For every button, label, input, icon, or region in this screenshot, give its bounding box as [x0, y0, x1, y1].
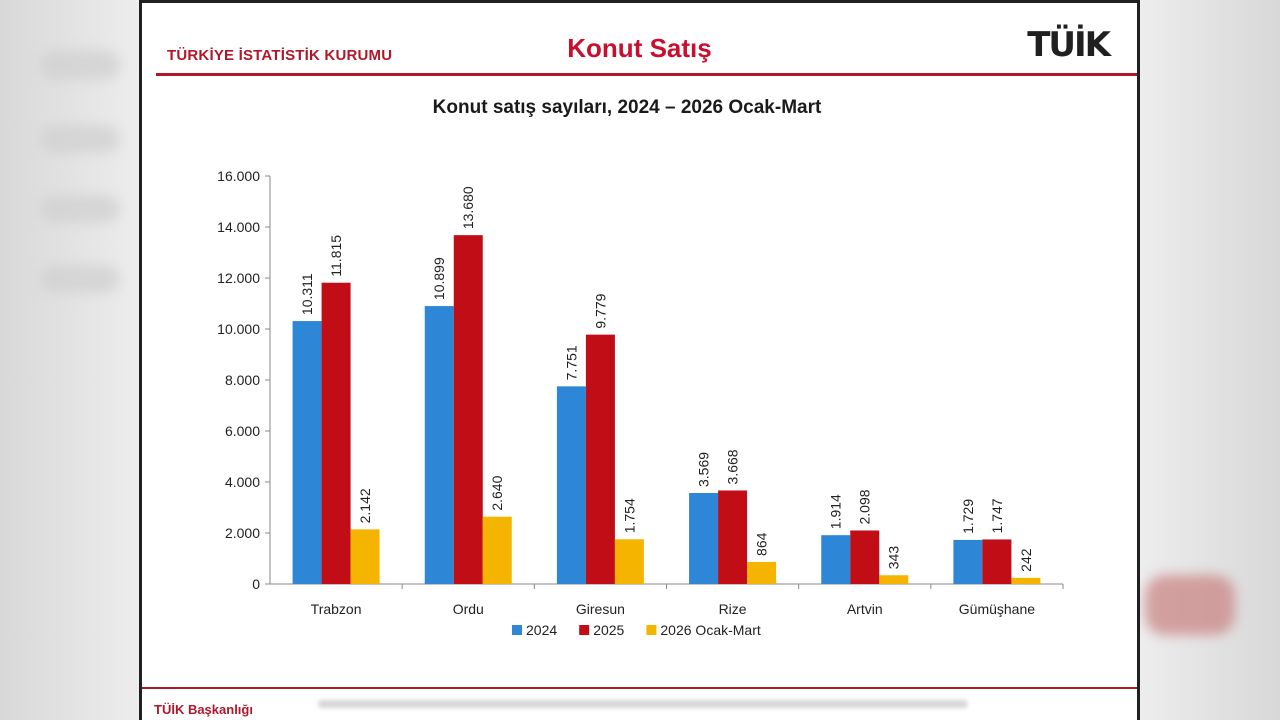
- data-label: 2.640: [489, 475, 505, 510]
- bar: [1011, 577, 1041, 584]
- y-tick-label: 12.000: [217, 270, 260, 286]
- bar: [585, 334, 615, 584]
- data-label: 242: [1018, 548, 1034, 572]
- data-label: 3.569: [696, 452, 712, 487]
- category-label: Gümüşhane: [959, 601, 1035, 617]
- bar: [321, 282, 351, 584]
- bars: [292, 235, 1041, 584]
- bar: [292, 321, 322, 584]
- footer-divider: [142, 687, 1137, 689]
- data-label: 1.729: [960, 499, 976, 534]
- bar: [689, 492, 719, 584]
- tuik-logo: TÜİK: [1027, 25, 1111, 65]
- logo-text: TÜİK: [1027, 25, 1111, 65]
- data-label: 1.754: [621, 498, 637, 533]
- bar: [424, 306, 454, 584]
- header-divider: [156, 73, 1137, 76]
- legend-swatch: [646, 625, 657, 635]
- category-label: Giresun: [576, 601, 625, 617]
- category-label: Ordu: [453, 601, 484, 617]
- bar: [953, 539, 983, 584]
- legend-swatch: [579, 625, 590, 635]
- data-label: 10.899: [431, 257, 447, 300]
- org-name: TÜRKİYE İSTATİSTİK KURUMU: [167, 47, 393, 64]
- data-label: 343: [886, 546, 902, 570]
- y-tick-label: 14.000: [217, 219, 260, 235]
- legend-label: 2026 Ocak-Mart: [660, 622, 760, 638]
- bar: [453, 235, 483, 584]
- legend-swatch: [512, 625, 522, 635]
- y-tick-label: 16.000: [217, 168, 260, 184]
- footer-text: TÜİK Başkanlığı: [154, 702, 253, 717]
- data-label: 10.311: [299, 273, 315, 315]
- bar: [982, 539, 1012, 584]
- footer-blur: [318, 700, 968, 708]
- legend-label: 2025: [593, 622, 624, 638]
- data-label: 7.751: [563, 345, 579, 380]
- bar: [821, 535, 851, 584]
- bar: [482, 516, 512, 584]
- category-label: Rize: [719, 601, 747, 617]
- y-tick-label: 2.000: [225, 525, 260, 541]
- background-blur: [40, 50, 120, 80]
- legend-label: 2024: [526, 622, 557, 638]
- data-label: 13.680: [460, 186, 476, 229]
- background-blur: [1145, 575, 1235, 635]
- slide: TÜRKİYE İSTATİSTİK KURUMU Konut Satış TÜ…: [139, 0, 1140, 720]
- y-tick-label: 8.000: [225, 372, 260, 388]
- category-label: Artvin: [847, 601, 883, 617]
- bar-chart: Konut satış sayıları, 2024 – 2026 Ocak-M…: [217, 97, 1064, 638]
- data-label: 2.098: [857, 489, 873, 524]
- bar: [850, 530, 880, 584]
- data-label: 864: [754, 532, 770, 556]
- y-tick-label: 6.000: [225, 423, 260, 439]
- chart-title: Konut satış sayıları, 2024 – 2026 Ocak-M…: [433, 97, 822, 118]
- y-tick-label: 0: [252, 576, 260, 592]
- category-label: Trabzon: [311, 601, 362, 617]
- bar: [718, 490, 748, 584]
- bar: [614, 539, 644, 584]
- legend: 2024 2025 2026 Ocak-Mart: [512, 622, 761, 638]
- axes: 0 2.000 4.000 6.000 8.000 10.000 12.000 14.000 1…: [217, 168, 1064, 617]
- bar: [556, 386, 586, 584]
- data-label: 11.815: [328, 235, 344, 277]
- data-label: 9.779: [592, 293, 608, 328]
- data-label: 2.142: [357, 488, 373, 523]
- bar: [747, 561, 777, 584]
- slide-title: Konut Satış: [567, 33, 712, 63]
- data-label: 1.747: [989, 498, 1005, 533]
- y-tick-label: 4.000: [225, 474, 260, 490]
- background-blur: [40, 195, 120, 223]
- data-label: 1.914: [828, 494, 844, 529]
- background-blur: [40, 125, 120, 153]
- data-label: 3.668: [725, 449, 741, 484]
- y-tick-label: 10.000: [217, 321, 260, 337]
- data-labels: 10.311 11.815 2.142 10.899 13.680 2.640 7.751 9…: [299, 186, 1034, 572]
- bar: [879, 575, 909, 584]
- bar: [350, 529, 380, 584]
- background-blur: [40, 265, 120, 293]
